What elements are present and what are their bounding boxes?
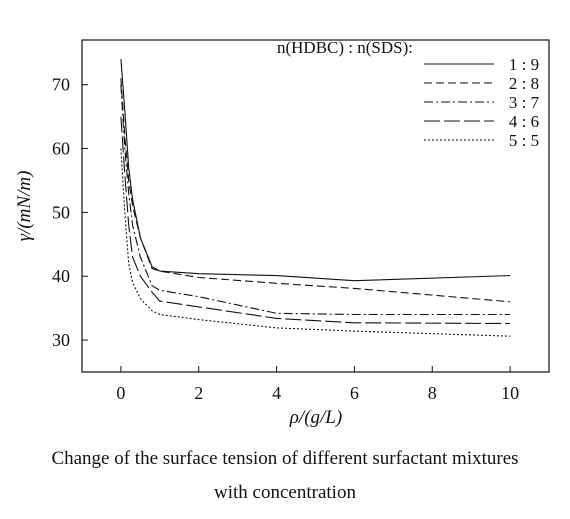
x-tick-label: 6 <box>350 383 359 403</box>
legend-label-1: 1 : 9 <box>509 55 539 74</box>
y-axis-label: γ/(mN/m) <box>14 171 35 242</box>
series-line-4 <box>120 116 511 325</box>
figure-caption-line-2: with concentration <box>214 482 356 503</box>
figure-caption-line-1: Change of the surface tension of differe… <box>51 448 519 469</box>
y-tick-label: 40 <box>52 266 70 286</box>
y-tick-label: 70 <box>52 75 70 95</box>
series-line-5 <box>120 148 511 337</box>
x-tick-label: 4 <box>272 383 281 403</box>
legend-label-3: 3 : 7 <box>509 93 540 112</box>
legend: n(HDBC) : n(SDS): 1 : 92 : 83 : 74 : 65 … <box>277 38 540 150</box>
x-tick-label: 0 <box>116 383 125 403</box>
legend-label-2: 2 : 8 <box>509 74 539 93</box>
y-tick-label: 30 <box>52 330 70 350</box>
x-tick-label: 2 <box>194 383 203 403</box>
legend-label-4: 4 : 6 <box>509 112 539 131</box>
x-tick-label: 10 <box>501 383 519 403</box>
x-axis-label: ρ/(g/L) <box>289 407 342 428</box>
line-chart: 0 2 4 6 8 10 30 40 50 60 70 γ/(mN/m) ρ/(g/L) n(HDB… <box>14 38 550 428</box>
x-tick-label: 8 <box>428 383 437 403</box>
plot-frame <box>81 39 550 373</box>
legend-label-5: 5 : 5 <box>509 131 539 150</box>
y-tick-label: 50 <box>52 202 70 222</box>
series-line-2 <box>120 78 511 303</box>
series-line-1 <box>120 59 511 282</box>
y-tick-label: 60 <box>52 139 70 159</box>
legend-title: n(HDBC) : n(SDS): <box>277 38 413 57</box>
series-line-3 <box>120 84 511 316</box>
